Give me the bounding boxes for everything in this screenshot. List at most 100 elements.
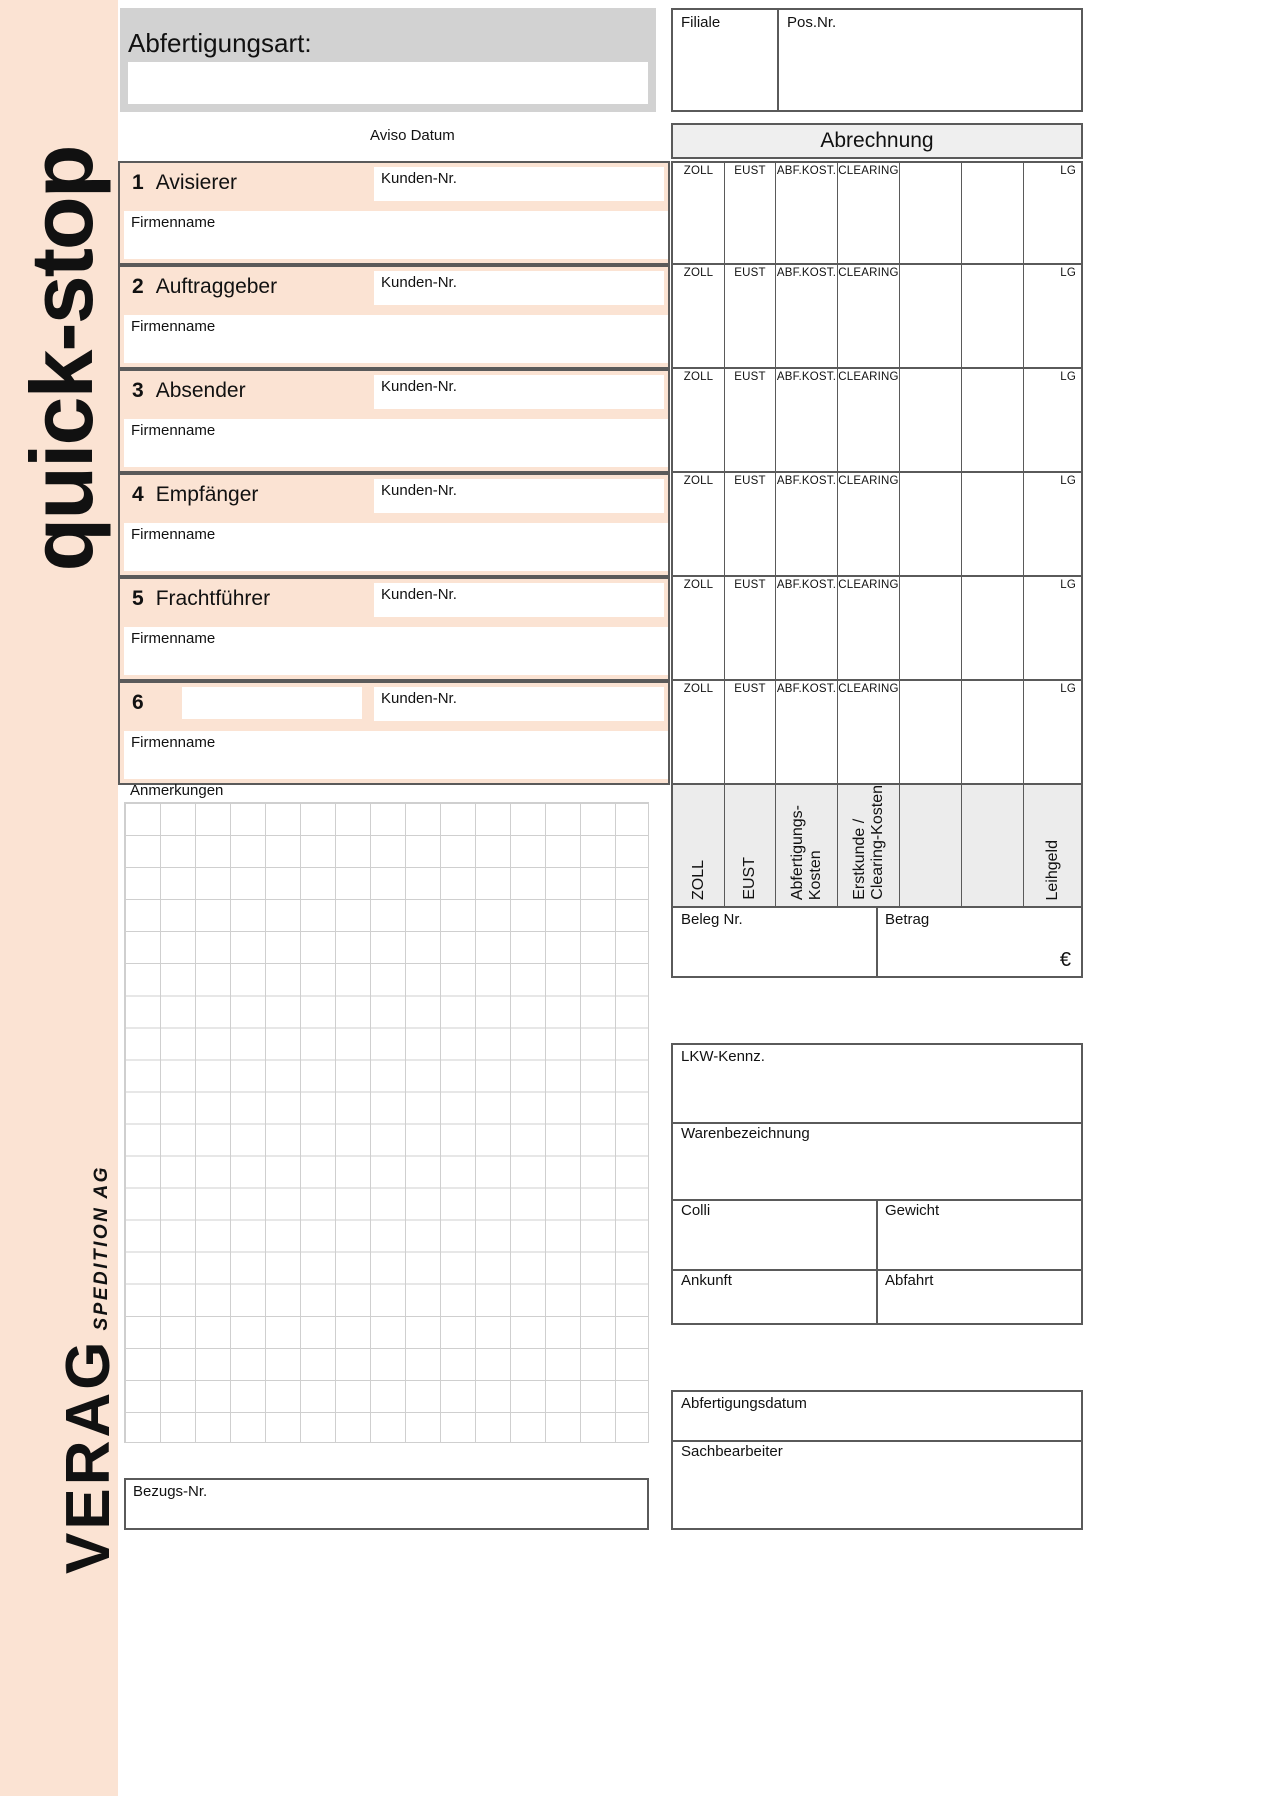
abrechnung-cell[interactable] bbox=[900, 577, 962, 679]
firmenname-field[interactable]: Firmenname bbox=[124, 627, 668, 675]
abrechnung-cell[interactable]: LG bbox=[1024, 265, 1081, 367]
warenbezeichnung-input[interactable] bbox=[675, 1146, 1079, 1197]
summary-cell[interactable] bbox=[962, 777, 1024, 906]
abrechnung-cell[interactable] bbox=[900, 369, 962, 471]
firmenname-label: Firmenname bbox=[131, 630, 216, 647]
firmenname-field[interactable]: Firmenname bbox=[124, 315, 668, 363]
filiale-input[interactable] bbox=[675, 36, 775, 106]
abrechnung-cell[interactable]: LG bbox=[1024, 577, 1081, 679]
kunden-nr-label: Kunden-Nr. bbox=[381, 586, 457, 603]
firmenname-label: Firmenname bbox=[131, 214, 216, 231]
abrechnung-cell[interactable] bbox=[900, 265, 962, 367]
sachbearbeiter-input[interactable] bbox=[675, 1464, 1079, 1526]
abrechnung-cell[interactable]: LG bbox=[1024, 681, 1081, 783]
abrechnung-cell[interactable] bbox=[900, 473, 962, 575]
abrechnung-cell[interactable]: CLEARING bbox=[838, 577, 900, 679]
abrechnung-cell[interactable] bbox=[900, 163, 962, 263]
firmenname-field[interactable]: Firmenname bbox=[124, 731, 668, 779]
ankunft-input[interactable] bbox=[675, 1293, 874, 1321]
lkw-kennz-input[interactable] bbox=[675, 1069, 1079, 1120]
abrechnung-cell[interactable]: EUST bbox=[725, 369, 776, 471]
kunden-nr-field[interactable]: Kunden-Nr. bbox=[374, 687, 664, 721]
abfertigungsart-input[interactable] bbox=[128, 62, 648, 104]
firmenname-label: Firmenname bbox=[131, 526, 216, 543]
abrechnung-cell[interactable]: LG bbox=[1024, 369, 1081, 471]
abrechnung-cell[interactable]: ABF.KOST. bbox=[776, 265, 838, 367]
abrechnung-cell[interactable] bbox=[962, 163, 1024, 263]
summary-cell[interactable]: EUST bbox=[725, 777, 776, 906]
abrechnung-cell[interactable] bbox=[900, 681, 962, 783]
abrechnung-cell[interactable]: EUST bbox=[725, 473, 776, 575]
abrechnung-column-header: EUST bbox=[734, 165, 766, 177]
bezugs-nr-field[interactable]: Bezugs-Nr. bbox=[124, 1478, 649, 1530]
address-row-custom-input[interactable] bbox=[182, 687, 362, 719]
abrechnung-cell[interactable]: EUST bbox=[725, 681, 776, 783]
abrechnung-cell[interactable]: ABF.KOST. bbox=[776, 473, 838, 575]
summary-cell[interactable]: Abfertigungs- Kosten bbox=[776, 777, 838, 906]
firmenname-field[interactable]: Firmenname bbox=[124, 419, 668, 467]
abrechnung-column-header: ZOLL bbox=[683, 165, 714, 177]
aviso-datum-field[interactable]: Aviso Datum bbox=[363, 123, 656, 159]
anmerkungen-grid[interactable] bbox=[124, 802, 649, 1443]
abrechnung-cell[interactable] bbox=[962, 577, 1024, 679]
summary-cell[interactable]: ZOLL bbox=[673, 777, 725, 906]
abrechnung-cell[interactable] bbox=[962, 681, 1024, 783]
colli-input[interactable] bbox=[675, 1223, 874, 1267]
abrechnung-cell[interactable]: LG bbox=[1024, 163, 1081, 263]
abrechnung-cell[interactable]: ZOLL bbox=[673, 681, 725, 783]
kunden-nr-field[interactable]: Kunden-Nr. bbox=[374, 167, 664, 201]
kunden-nr-field[interactable]: Kunden-Nr. bbox=[374, 375, 664, 409]
aviso-datum-label: Aviso Datum bbox=[370, 127, 455, 144]
abrechnung-cell[interactable]: ZOLL bbox=[673, 473, 725, 575]
filiale-divider bbox=[777, 10, 779, 110]
abrechnung-cell[interactable]: ABF.KOST. bbox=[776, 681, 838, 783]
abrechnung-column-header: CLEARING bbox=[838, 371, 899, 383]
betrag-input[interactable] bbox=[880, 932, 1079, 976]
abrechnung-row: ZOLL EUST ABF.KOST. CLEARING LG bbox=[671, 265, 1083, 369]
summary-cell[interactable] bbox=[900, 777, 962, 906]
abrechnung-cell[interactable]: CLEARING bbox=[838, 163, 900, 263]
abrechnung-cell[interactable]: ZOLL bbox=[673, 265, 725, 367]
abrechnung-cell[interactable]: ABF.KOST. bbox=[776, 577, 838, 679]
abrechnung-cell[interactable]: ZOLL bbox=[673, 577, 725, 679]
gewicht-input[interactable] bbox=[880, 1223, 1079, 1267]
abrechnung-cell[interactable] bbox=[962, 473, 1024, 575]
firmenname-field[interactable]: Firmenname bbox=[124, 211, 668, 259]
abrechnung-cell[interactable]: EUST bbox=[725, 265, 776, 367]
abrechnung-cell[interactable]: ABF.KOST. bbox=[776, 369, 838, 471]
abrechnung-cell[interactable]: EUST bbox=[725, 577, 776, 679]
pos-nr-input[interactable] bbox=[781, 36, 1079, 106]
abrechnung-cell[interactable]: ABF.KOST. bbox=[776, 163, 838, 263]
abrechnung-cell[interactable]: EUST bbox=[725, 163, 776, 263]
summary-column-label: Leihgeld bbox=[1043, 839, 1061, 901]
abrechnung-row: ZOLL EUST ABF.KOST. CLEARING LG bbox=[671, 161, 1083, 265]
abrechnung-cell[interactable]: CLEARING bbox=[838, 369, 900, 471]
summary-cell[interactable]: Leihgeld bbox=[1024, 777, 1081, 906]
abrechnung-cell[interactable]: LG bbox=[1024, 473, 1081, 575]
kunden-nr-label: Kunden-Nr. bbox=[381, 482, 457, 499]
summary-cell[interactable]: Erstkunde / Clearing-Kosten bbox=[838, 777, 900, 906]
kunden-nr-field[interactable]: Kunden-Nr. bbox=[374, 479, 664, 513]
abrechnung-cell[interactable]: ZOLL bbox=[673, 369, 725, 471]
abrechnung-column-header: EUST bbox=[734, 475, 766, 487]
abrechnung-cell[interactable]: CLEARING bbox=[838, 265, 900, 367]
address-row-header: 4 Empfänger bbox=[120, 475, 258, 515]
address-row-header: 3 Absender bbox=[120, 371, 246, 411]
abrechnung-column-header: EUST bbox=[734, 371, 766, 383]
abrechnung-column-header: EUST bbox=[734, 683, 766, 695]
abrechnung-cell[interactable]: CLEARING bbox=[838, 473, 900, 575]
firmenname-label: Firmenname bbox=[131, 422, 216, 439]
kunden-nr-field[interactable]: Kunden-Nr. bbox=[374, 583, 664, 617]
firmenname-field[interactable]: Firmenname bbox=[124, 523, 668, 571]
abrechnung-cell[interactable] bbox=[962, 265, 1024, 367]
abrechnung-cell[interactable]: ZOLL bbox=[673, 163, 725, 263]
abrechnung-cell[interactable]: CLEARING bbox=[838, 681, 900, 783]
beleg-nr-input[interactable] bbox=[675, 932, 873, 976]
quick-stop-logo: quick-stop bbox=[12, 146, 111, 572]
abrechnung-cell[interactable] bbox=[962, 369, 1024, 471]
abfahrt-input[interactable] bbox=[880, 1293, 1079, 1321]
abfertigungsdatum-input[interactable] bbox=[675, 1416, 1079, 1438]
verag-tagline: SPEDITION AG bbox=[91, 1165, 112, 1331]
kunden-nr-field[interactable]: Kunden-Nr. bbox=[374, 271, 664, 305]
